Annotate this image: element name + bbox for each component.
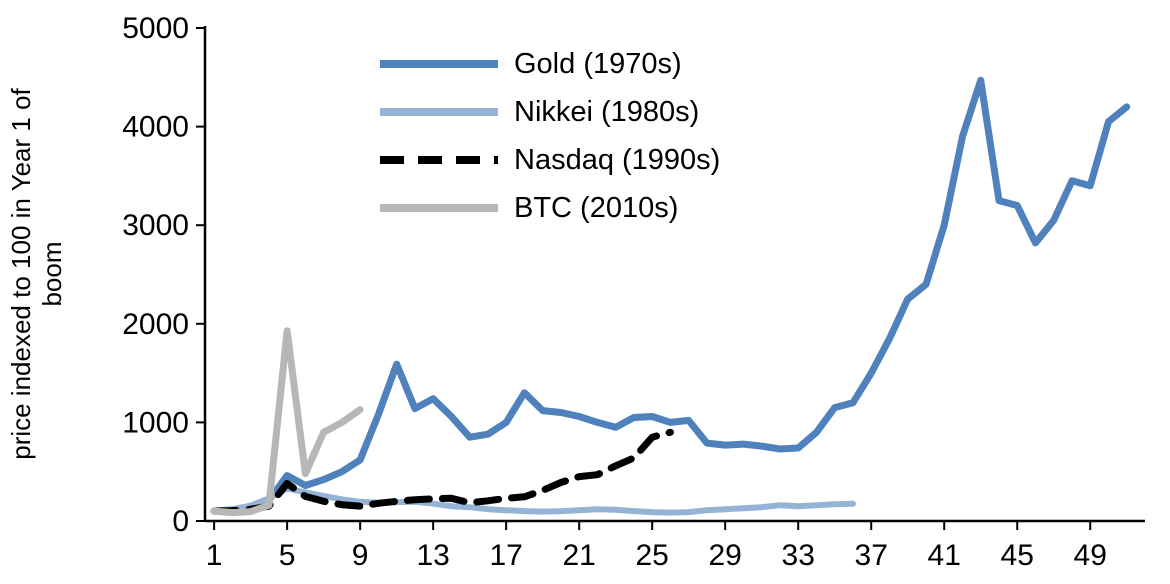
y-tick-label: 1000 [122,406,189,439]
legend-item-gold: Gold (1970s) [380,40,720,88]
x-tick-label: 5 [279,539,296,572]
legend-swatch-btc [380,204,498,212]
y-tick-label: 5000 [122,12,189,45]
legend-label-btc: BTC (2010s) [514,191,679,224]
x-tick-label: 45 [1001,539,1034,572]
x-tick-label: 25 [635,539,668,572]
x-tick-label: 49 [1074,539,1107,572]
legend-swatch-gold [380,60,498,68]
y-tick-label: 2000 [122,308,189,341]
legend: Gold (1970s) Nikkei (1980s) Nasdaq (1990… [380,40,720,232]
series-line-nasdaq-1990s [210,428,674,515]
x-tick-label: 13 [416,539,449,572]
legend-label-gold: Gold (1970s) [514,47,682,80]
series-line-btc-2010s [210,327,364,517]
x-tick-label: 17 [489,539,522,572]
legend-label-nasdaq: Nasdaq (1990s) [514,143,721,176]
x-tick-label: 33 [782,539,815,572]
y-tick-label: 3000 [122,209,189,242]
x-tick-label: 41 [928,539,961,572]
x-tick-label: 29 [709,539,742,572]
y-axis-title: price indexed to 100 in Year 1 of boom [6,0,70,574]
x-tick-label: 21 [562,539,595,572]
y-tick-label: 4000 [122,111,189,144]
legend-item-btc: BTC (2010s) [380,184,720,232]
y-tick-label: 0 [172,505,189,538]
legend-swatch-nikkei [380,108,498,116]
x-tick-label: 9 [352,539,369,572]
legend-swatch-nasdaq [380,156,498,164]
legend-item-nikkei: Nikkei (1980s) [380,88,720,136]
y-axis-title-line1: price indexed to 100 in Year 1 of [6,88,36,460]
series-line-nikkei-1980s [211,485,856,516]
y-axis-title-line2: boom [37,241,67,307]
legend-item-nasdaq: Nasdaq (1990s) [380,136,720,184]
x-tick-label: 37 [855,539,888,572]
legend-label-nikkei: Nikkei (1980s) [514,95,700,128]
series-line-gold-1970s [210,76,1131,515]
x-tick-label: 1 [206,539,223,572]
